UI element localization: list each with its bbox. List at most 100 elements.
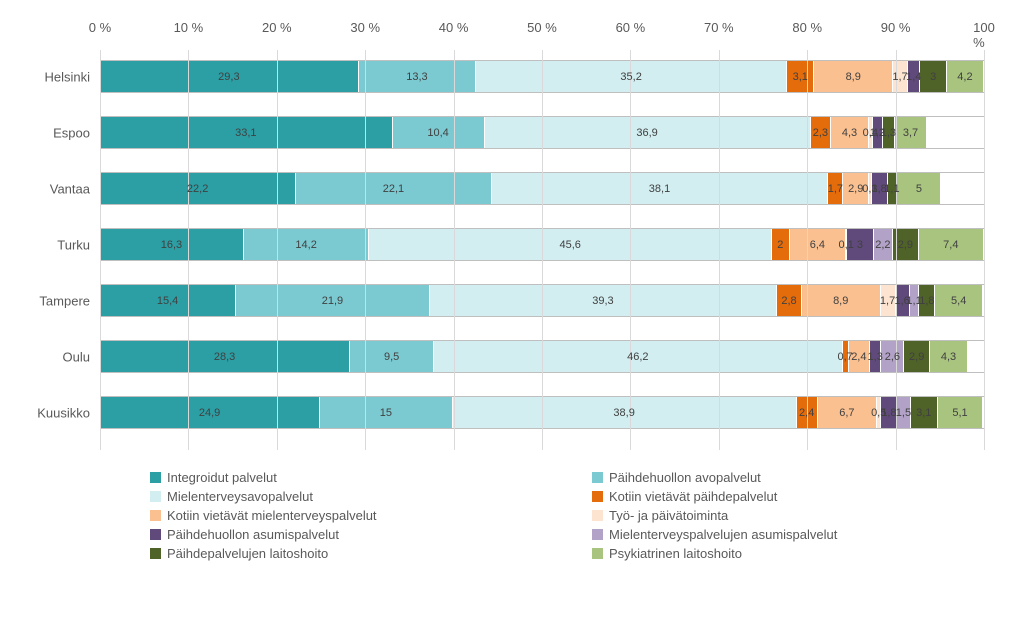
data-label: 2,2 (875, 239, 890, 251)
data-label: 6,7 (839, 407, 854, 419)
data-label: 1,3 (881, 127, 896, 139)
legend-item: Mielenterveysavopalvelut (150, 489, 552, 504)
data-label: 1,4 (906, 71, 921, 83)
data-label: 21,9 (322, 295, 343, 307)
category-label: Turku (57, 237, 100, 252)
data-label: 2,9 (898, 239, 913, 251)
bar-segment: 2,9 (893, 229, 919, 260)
bar-segment: 5,1 (938, 397, 983, 428)
chart-legend: Integroidut palvelutPäihdehuollon avopal… (150, 470, 994, 561)
data-label: 2,9 (909, 351, 924, 363)
data-label: 35,2 (620, 71, 641, 83)
data-label: 2,9 (848, 183, 863, 195)
data-label: 15,4 (157, 295, 178, 307)
bar-segment: 35,2 (476, 61, 787, 92)
x-axis-tick-label: 100 % (973, 20, 995, 50)
legend-label: Kotiin vietävät mielenterveyspalvelut (167, 508, 377, 523)
data-label: 46,2 (627, 351, 648, 363)
data-label: 2,3 (813, 127, 828, 139)
data-label: 4,3 (941, 351, 956, 363)
x-axis: 0 %10 %20 %30 %40 %50 %60 %70 %80 %90 %1… (100, 20, 984, 40)
bar-segment: 29,3 (100, 61, 359, 92)
legend-label: Päihdepalvelujen laitoshoito (167, 546, 328, 561)
legend-label: Päihdehuollon asumispalvelut (167, 527, 339, 542)
data-label: 1,1 (884, 183, 899, 195)
legend-label: Mielenterveysavopalvelut (167, 489, 313, 504)
bar-segment: 1,7 (881, 285, 896, 316)
bar-segment: 21,9 (236, 285, 430, 316)
bar-segment: 5,4 (935, 285, 983, 316)
bar-segment: 28,3 (100, 341, 350, 372)
data-label: 24,9 (199, 407, 220, 419)
data-label: 14,2 (295, 239, 316, 251)
data-label: 5,4 (951, 295, 966, 307)
bar-segment: 1,4 (908, 61, 920, 92)
legend-label: Kotiin vietävät päihdepalvelut (609, 489, 777, 504)
x-axis-tick-label: 40 % (439, 20, 469, 35)
gridline (807, 50, 808, 450)
legend-swatch (150, 529, 161, 540)
legend-item: Psykiatrinen laitoshoito (592, 546, 994, 561)
data-label: 9,5 (384, 351, 399, 363)
data-label: 2,8 (781, 295, 796, 307)
legend-item: Päihdepalvelujen laitoshoito (150, 546, 552, 561)
data-label: 4,3 (842, 127, 857, 139)
legend-label: Työ- ja päivätoiminta (609, 508, 728, 523)
data-label: 16,3 (161, 239, 182, 251)
bar-segment: 22,1 (296, 173, 491, 204)
bar-segment: 2,6 (881, 341, 904, 372)
bar-segment: 4,3 (930, 341, 968, 372)
data-label: 2,6 (885, 351, 900, 363)
category-label: Oulu (63, 349, 100, 364)
bar-segment: 2,9 (904, 341, 930, 372)
category-label: Espoo (53, 125, 100, 140)
legend-swatch (592, 491, 603, 502)
legend-item: Mielenterveyspalvelujen asumispalvelut (592, 527, 994, 542)
data-label: 5,1 (952, 407, 967, 419)
data-label: 29,3 (218, 71, 239, 83)
legend-item: Päihdehuollon asumispalvelut (150, 527, 552, 542)
x-axis-tick-label: 0 % (89, 20, 111, 35)
category-label: Helsinki (44, 69, 100, 84)
data-label: 6,4 (810, 239, 825, 251)
data-label: 1,7 (828, 183, 843, 195)
legend-label: Mielenterveyspalvelujen asumispalvelut (609, 527, 837, 542)
data-label: 38,9 (613, 407, 634, 419)
gridline (896, 50, 897, 450)
data-label: 0,1 (839, 239, 854, 251)
bar-segment: 2,3 (811, 117, 831, 148)
bar-segment: 13,3 (359, 61, 476, 92)
data-label: 1,7 (880, 295, 895, 307)
data-label: 2,4 (851, 351, 866, 363)
data-label: 8,9 (833, 295, 848, 307)
bar-segment: 1,3 (870, 341, 881, 372)
legend-swatch (150, 548, 161, 559)
bar-segment: 3,1 (787, 61, 814, 92)
bar-segment: 36,9 (485, 117, 811, 148)
bar-segment: 22,2 (100, 173, 296, 204)
bar-segment: 1,1 (910, 285, 920, 316)
data-label: 33,1 (235, 127, 256, 139)
bar-segment: 16,3 (100, 229, 244, 260)
gridline (719, 50, 720, 450)
bar-segment: 2 (772, 229, 790, 260)
data-label: 8,9 (846, 71, 861, 83)
x-axis-tick-label: 10 % (174, 20, 204, 35)
data-label: 1,3 (868, 351, 883, 363)
data-label: 22,1 (383, 183, 404, 195)
bar-segment: 6,7 (818, 397, 877, 428)
data-label: 7,4 (943, 239, 958, 251)
bar-segment: 15 (320, 397, 453, 428)
legend-swatch (592, 548, 603, 559)
legend-item: Työ- ja päivätoiminta (592, 508, 994, 523)
data-label: 4,2 (957, 71, 972, 83)
x-axis-tick-label: 60 % (616, 20, 646, 35)
legend-swatch (592, 529, 603, 540)
bar-segment: 7,4 (919, 229, 984, 260)
data-label: 38,1 (649, 183, 670, 195)
bar-segment: 39,3 (430, 285, 777, 316)
gridline (984, 50, 985, 450)
bar-segment: 4,2 (947, 61, 984, 92)
legend-item: Päihdehuollon avopalvelut (592, 470, 994, 485)
data-label: 39,3 (592, 295, 613, 307)
